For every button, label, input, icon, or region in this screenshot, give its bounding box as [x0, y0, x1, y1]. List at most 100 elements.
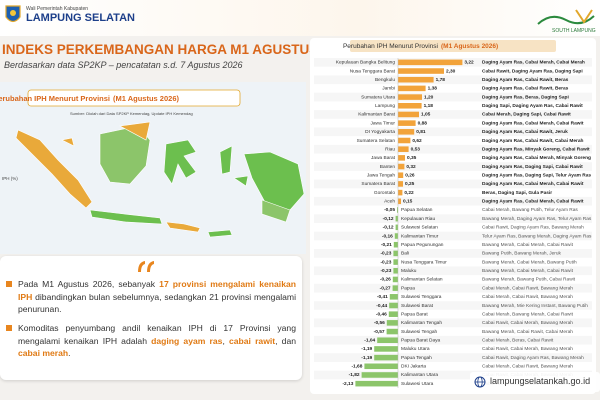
province-label: Lampung: [375, 103, 395, 109]
value-label: 1,38: [428, 86, 438, 92]
commodity-label: Daging Ayam Ras, Cabai Merah, Cabai Rawi…: [482, 199, 584, 205]
province-label: Jambi: [382, 86, 395, 92]
value-label: 0,81: [416, 129, 426, 135]
bar: [397, 207, 398, 213]
value-label: 0,22: [404, 190, 414, 196]
province-label: Jawa Timur: [370, 120, 395, 126]
row-stripe: [314, 179, 592, 189]
bar: [393, 259, 398, 265]
commodity-label: Cabai Rawit, Cabai Merah, Bawang Merah: [482, 346, 573, 352]
bar: [398, 59, 463, 66]
province-label: Kalimantan Tengah: [401, 320, 442, 326]
province-label: Sumatera Utara: [361, 94, 395, 100]
highlight: cabai merah: [18, 348, 69, 358]
commodity-label: Bawang Merah, Cabai Rawit, Cabai Merah: [482, 329, 573, 335]
commodity-label: Bawang Merah, Bawang Putih, Cabai Rawit: [482, 277, 576, 283]
value-label: -0,16: [382, 233, 393, 239]
row-stripe: [314, 249, 592, 258]
value-label: -0,44: [376, 303, 387, 309]
province-label: Banten: [380, 164, 396, 170]
map-title-period: (M1 Agustus 2026): [113, 94, 179, 103]
commodity-label: Cabai Rawit, Cabai Merah, Bawang Merah: [482, 320, 573, 326]
map: Perubahan IPH Menurut Provinsi (M1 Agust…: [0, 82, 306, 254]
row-stripe: [314, 196, 592, 206]
commodity-label: Cabai Merah, Cabai Rawit, Bawang Merah: [482, 294, 573, 300]
value-label: 0,25: [405, 181, 415, 187]
slide-subtitle: Berdasarkan data SP2KP – pencatatan s.d.…: [4, 60, 243, 70]
province-label: Papua: [401, 285, 415, 291]
panel-title-box: [350, 40, 556, 52]
commodity-label: Cabai Merah, Bawang Merah, Cabai Rawit: [482, 311, 574, 317]
value-label: -1,68: [351, 364, 362, 370]
province-label: Kalimantan Selatan: [401, 277, 443, 283]
row-stripe: [314, 214, 592, 223]
bullet: Pada M1 Agustus 2026, sebanyak 17 provin…: [6, 278, 296, 316]
map-title: Perubahan IPH Menurut Provinsi: [0, 94, 110, 103]
map-source: Sumber: Diolah dari Data SP2KP Kemendag,…: [70, 111, 193, 116]
row-stripe: [314, 110, 592, 119]
value-label: -0,12: [383, 225, 394, 231]
text: ,: [222, 335, 229, 346]
commodity-label: Daging Ayam Ras, Cabai Rawit, Beras: [482, 77, 569, 83]
row-stripe: [314, 231, 592, 241]
bar: [398, 68, 444, 74]
bar: [398, 155, 405, 161]
bar: [395, 224, 398, 231]
commodity-label: Beras, Daging Sapi, Gula Pasir: [482, 190, 552, 196]
value-label: 1,05: [421, 112, 431, 118]
bar: [386, 328, 398, 335]
province-label: Kepulauan Riau: [401, 216, 435, 222]
province-label: Sumatera Selatan: [357, 138, 396, 144]
province-label: DI Yogyakarta: [365, 129, 395, 135]
value-label: -0,41: [377, 294, 388, 300]
bar: [398, 181, 403, 187]
value-label: -0,23: [380, 268, 391, 274]
row-stripe: [314, 318, 592, 328]
row-stripe: [314, 370, 592, 380]
org-right: SOUTH LAMPUNG: [552, 28, 596, 34]
bar: [393, 250, 398, 257]
chart-title-period: (M1 Agustus 2026): [441, 43, 498, 50]
commodity-label: Daging Ayam Ras, Daging Sapi, Telur Ayam…: [482, 173, 591, 179]
commodity-label: Daging Ayam Ras, Cabai Rawit, Jeruk: [482, 129, 568, 135]
bar: [355, 380, 398, 387]
province-label: Papua Pegunungan: [401, 242, 444, 248]
iph-chart: Perubahan IPH Menurut Provinsi (M1 Agust…: [310, 38, 596, 394]
commodity-label: Telur Ayam Ras, Bawang Merah, Daging Aya…: [482, 233, 592, 239]
commodity-label: Daging Ayam Ras, Daging Sapi, Cabai Rawi…: [482, 164, 583, 170]
bar: [398, 85, 426, 92]
province-label: Papua Barat: [401, 311, 428, 317]
footer-box: [470, 372, 600, 392]
text: , dan: [275, 335, 297, 346]
province-label: Sulawesi Tenggara: [401, 294, 442, 300]
commodity-label: Daging Ayam Ras, Beras, Daging Sapi: [482, 94, 569, 100]
province-label: Papua Selatan: [401, 207, 433, 213]
bar: [398, 111, 419, 118]
map-title-box: [27, 89, 241, 107]
row-stripe: [314, 127, 592, 137]
province-label: Bengkulu: [375, 77, 395, 83]
text: .: [68, 348, 71, 358]
value-label: -1,04: [364, 338, 375, 344]
bar: [377, 337, 398, 344]
province-label: DKI Jakarta: [401, 364, 426, 370]
bar: [393, 267, 398, 274]
province-label: Kalimantan Timur: [401, 233, 439, 239]
value-label: -2,13: [342, 381, 353, 387]
bar: [398, 129, 415, 135]
province-label: Sulawesi Barat: [401, 303, 434, 309]
bullet: Komoditas penyumbang andil kenaikan IPH …: [6, 322, 297, 360]
bar: [388, 311, 398, 317]
province-label: Aceh: [384, 199, 395, 205]
logo: [5, 5, 21, 23]
bar: [398, 137, 411, 144]
value-label: 1,18: [424, 103, 434, 109]
value-label: 0,15: [403, 199, 413, 205]
value-label: -0,23: [380, 251, 391, 257]
province-label: Jawa Barat: [371, 155, 396, 161]
province-label: Nusa Tenggara Timur: [401, 259, 447, 265]
bar: [393, 241, 398, 248]
value-label: 0,26: [405, 173, 415, 179]
commodity-label: Daging Ayam Ras, Cabai Rawit, Beras: [482, 86, 569, 92]
commodity-label: Cabai Merah, Cabai Rawit, Bawang Merah: [482, 285, 573, 291]
